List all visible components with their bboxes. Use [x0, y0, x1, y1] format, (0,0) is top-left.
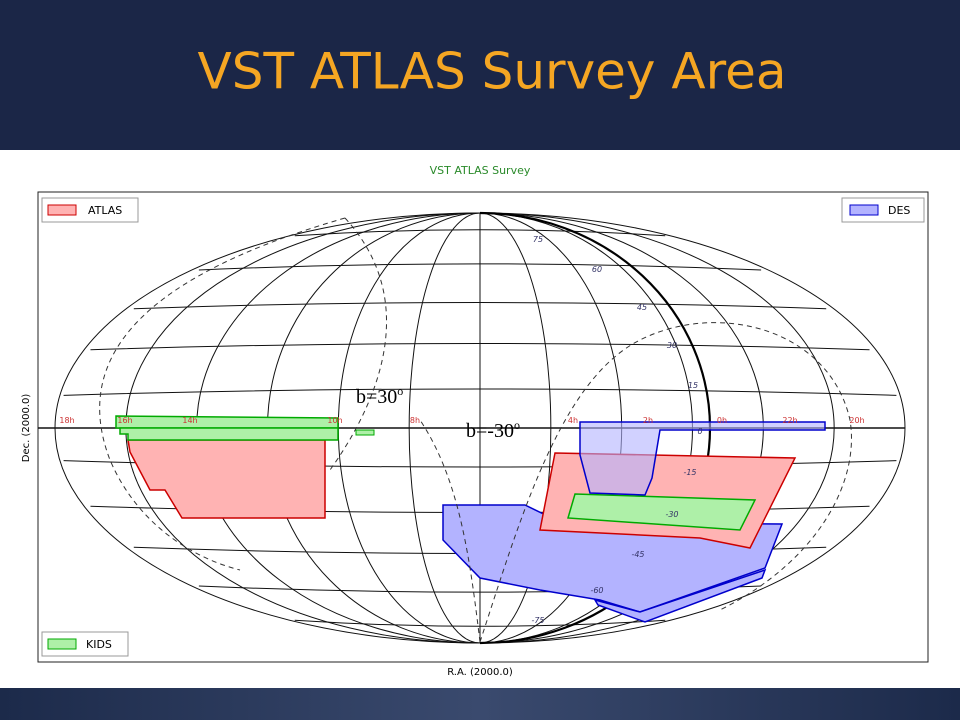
parallel [133, 302, 827, 310]
legend-swatch [47, 638, 77, 650]
dec-label: 30 [667, 341, 677, 350]
parallel [90, 342, 870, 351]
legend-swatch [849, 204, 879, 216]
annotation-superscript: o [397, 384, 403, 398]
header-band [0, 0, 960, 150]
dec-label: 15 [688, 381, 698, 390]
ra-label: 22h [782, 416, 797, 425]
annotation-text: b=-30 [466, 420, 514, 442]
annotation: b=30o [356, 384, 403, 408]
dec-label: 0 [697, 427, 702, 436]
kids-region [355, 429, 375, 436]
plot-frame [37, 191, 929, 663]
ra-label: 2h [643, 416, 653, 425]
parallel [294, 619, 666, 627]
annotation-superscript: o [514, 418, 520, 432]
footer-band [0, 688, 960, 720]
ra-label: 0h [717, 416, 727, 425]
galactic-line [99, 217, 346, 571]
parallel [198, 263, 762, 271]
legend-label: KIDS [86, 638, 112, 651]
y-axis-label: Dec. (2000.0) [21, 394, 32, 463]
ra-label: 8h [410, 416, 420, 425]
x-axis-label: R.A. (2000.0) [447, 667, 513, 678]
ra-label: 10h [327, 416, 342, 425]
parallel [63, 388, 897, 396]
dec-label: -75 [531, 616, 544, 625]
ra-label: 16h [117, 416, 132, 425]
galactic-line [329, 217, 387, 471]
legend-label: DES [888, 204, 910, 217]
ra-label: 4h [568, 416, 578, 425]
legend-swatch [47, 204, 77, 216]
dec-label: 45 [637, 303, 647, 312]
kids-region [115, 415, 339, 429]
regions [115, 415, 826, 623]
figure-title: VST ATLAS Survey [430, 164, 531, 177]
dec-label: -60 [590, 586, 603, 595]
dec-label: -15 [683, 468, 696, 477]
annotation-text: b=30 [356, 386, 397, 408]
atlas-region [127, 439, 326, 519]
des-region [593, 568, 767, 623]
parallel [294, 229, 666, 237]
ra-label: 14h [182, 416, 197, 425]
dec-label: 75 [533, 235, 543, 244]
slide-title: VST ATLAS Survey Area [198, 43, 787, 101]
ra-label: 18h [59, 416, 74, 425]
galactic-line [419, 419, 481, 643]
annotation: b=-30o [466, 418, 520, 442]
des-region [579, 421, 826, 496]
legend-label: ATLAS [88, 204, 122, 217]
legend: ATLAS DES KIDS [41, 197, 925, 657]
dec-label: -30 [665, 510, 678, 519]
dec-label: 60 [592, 265, 602, 274]
dec-label: -45 [631, 550, 644, 559]
kids-region [567, 493, 757, 531]
ra-label: 20h [849, 416, 864, 425]
kids-region [119, 427, 339, 441]
